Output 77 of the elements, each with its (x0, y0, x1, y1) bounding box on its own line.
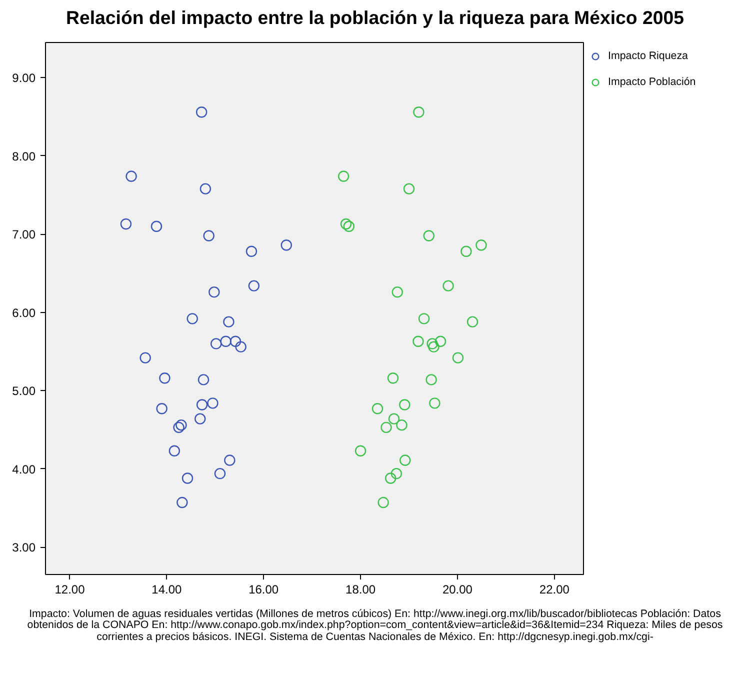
point (384, 472, 396, 484)
point (343, 220, 355, 232)
point (388, 412, 400, 424)
point (150, 220, 162, 232)
point (429, 397, 440, 408)
legend-label: Impacto Población (608, 76, 696, 88)
point (248, 280, 260, 292)
x-tick-label: 14.00 (152, 582, 182, 596)
legend-label: Impacto Riqueza (608, 50, 688, 62)
point (340, 218, 352, 230)
point (354, 444, 366, 456)
point (156, 402, 168, 414)
point (176, 419, 187, 430)
point (196, 106, 208, 118)
point (200, 182, 212, 194)
text: Impacto: Volumen de aguas residuales vertidas (Millones de metros cúbicos) En: http://www.inegi.org.mx/lib/buscador/bibliotecas Población: Datos obtenidos de la CONAPO En: http://www.conapo.gob.mx/index.php?option=com_content&view=article&id=36&Itemid=234 Riqueza: Miles de pesos corrientes a precios básicos. INEGI. Sistema de Cuentas Nacionales de México. En: http://dgcnesyp.inegi.gob.mx/cgi- (26, 608, 724, 644)
point (428, 340, 440, 352)
point (387, 372, 399, 384)
point (423, 230, 434, 242)
point (413, 106, 424, 118)
x-tick-label: 20.00 (442, 582, 473, 596)
x-tick-label: 18.00 (346, 582, 376, 596)
point (186, 312, 198, 324)
y-tick-label: 6.00 (12, 306, 36, 320)
point (380, 422, 392, 433)
y-tick-label: 9.00 (12, 70, 36, 85)
point (338, 170, 350, 182)
point (426, 374, 437, 385)
point (378, 496, 389, 508)
point (390, 468, 402, 479)
point (224, 454, 236, 466)
point (208, 286, 220, 298)
x-tick-label: 12.00 (54, 582, 86, 596)
point (168, 444, 180, 456)
point (214, 468, 226, 479)
point (466, 316, 478, 328)
point (220, 335, 232, 347)
y-tick-label: 8.00 (12, 149, 36, 164)
point (196, 398, 208, 410)
point (426, 338, 438, 349)
point (173, 422, 184, 433)
point (207, 397, 218, 408)
y-tick-label: 4.00 (12, 462, 36, 476)
point (198, 374, 210, 385)
chart-title: Relación del impacto entre la población y la riqueza para México 2005 (66, 6, 684, 30)
point (396, 419, 408, 430)
y-tick-label: 3.00 (12, 540, 36, 554)
point (159, 372, 170, 384)
point (434, 335, 446, 347)
point (235, 340, 246, 352)
x-tick-label: 16.00 (248, 582, 279, 596)
point (246, 245, 258, 257)
point (210, 338, 222, 349)
point (120, 218, 132, 230)
point (182, 472, 194, 484)
point (230, 335, 242, 347)
point (126, 170, 137, 182)
point (280, 239, 292, 250)
point (372, 402, 384, 414)
point (194, 412, 206, 424)
point (476, 239, 487, 250)
point (460, 245, 472, 257)
point (412, 335, 424, 347)
y-tick-label: 7.00 (12, 227, 36, 242)
point (176, 496, 188, 508)
point (442, 280, 454, 292)
point (403, 182, 415, 194)
point (399, 398, 410, 410)
x-tick-label: 22.00 (539, 582, 570, 596)
point (203, 230, 214, 242)
point (400, 454, 411, 466)
point (418, 312, 430, 324)
point (392, 286, 403, 298)
point (223, 316, 234, 328)
point (452, 352, 464, 364)
y-tick-label: 5.00 (12, 384, 36, 398)
point (140, 352, 151, 364)
